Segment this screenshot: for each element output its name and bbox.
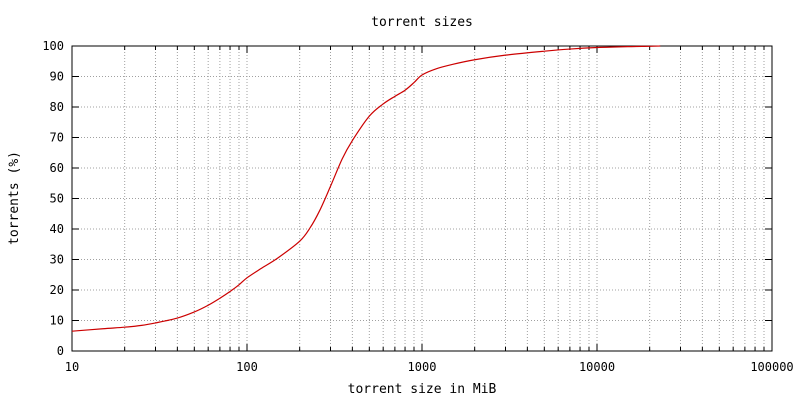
y-tick-label: 50 xyxy=(50,192,64,206)
y-tick-label: 90 xyxy=(50,70,64,84)
x-tick-label: 10 xyxy=(65,360,79,374)
x-tick-label: 10000 xyxy=(579,360,615,374)
series-line xyxy=(71,45,661,332)
y-tick-label: 60 xyxy=(50,161,64,175)
series-layer xyxy=(71,45,661,332)
y-tick-label: 40 xyxy=(50,222,64,236)
grid-lines xyxy=(72,46,772,351)
y-tick-label: 70 xyxy=(50,131,64,145)
x-axis-label: torrent size in MiB xyxy=(348,382,497,397)
x-tick-label: 1000 xyxy=(408,360,437,374)
x-tick-label: 100000 xyxy=(750,360,793,374)
y-tick-label: 30 xyxy=(50,253,64,267)
chart-title: torrent sizes xyxy=(371,15,473,30)
x-tick-label: 100 xyxy=(236,360,258,374)
y-tick-label: 80 xyxy=(50,100,64,114)
y-tick-label: 100 xyxy=(42,39,64,53)
y-tick-label: 0 xyxy=(57,344,64,358)
y-tick-label: 20 xyxy=(50,283,64,297)
y-axis-label: torrents (%) xyxy=(7,151,22,245)
axes: 10 100 1000 10000 10000001020304050607080901… xyxy=(42,39,793,374)
y-tick-label: 10 xyxy=(50,314,64,328)
